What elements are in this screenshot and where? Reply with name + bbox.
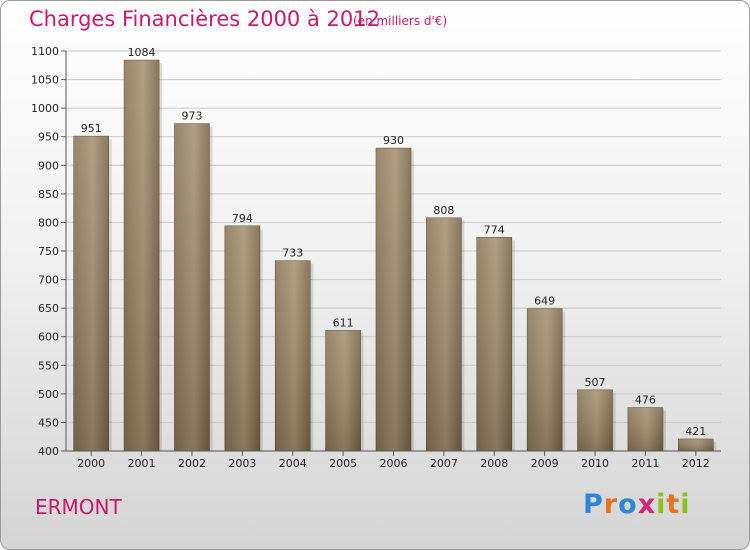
x-tick-label: 2008 — [480, 457, 508, 470]
brand-letter: t — [666, 489, 681, 520]
bar-value-label: 794 — [232, 212, 253, 225]
brand-letter: o — [618, 489, 638, 520]
x-tick-label: 2004 — [279, 457, 307, 470]
bar-shade — [627, 407, 663, 451]
y-tick-label: 750 — [38, 245, 59, 258]
x-tick-label: 2011 — [631, 457, 659, 470]
x-tick-label: 2012 — [682, 457, 710, 470]
y-tick-label: 450 — [38, 416, 59, 429]
y-tick-label: 400 — [38, 445, 59, 458]
bar-shade — [73, 136, 109, 451]
brand-letter: x — [637, 489, 657, 520]
x-tick-label: 2001 — [128, 457, 156, 470]
y-tick-label: 700 — [38, 274, 59, 287]
bar-shade — [476, 237, 512, 451]
y-axis: 400 450 500 550 600 650 700 750 800 850 900 950 1000… — [31, 45, 67, 458]
bar-shade — [527, 308, 563, 451]
chart-title: Charges Financières 2000 à 2012 — [29, 7, 380, 31]
x-tick-label: 2002 — [178, 457, 206, 470]
bar-value-label: 973 — [181, 110, 202, 123]
brand-letter: i — [680, 489, 691, 520]
x-tick-label: 2010 — [581, 457, 609, 470]
x-tick-label: 2000 — [77, 457, 105, 470]
bar-value-label: 808 — [433, 204, 454, 217]
bar-value-label: 951 — [81, 122, 102, 135]
bar-value-label: 476 — [635, 394, 656, 407]
y-tick-label: 1100 — [31, 45, 59, 58]
brand-letter: i — [656, 489, 667, 520]
bars: 951 1084 973 794 733 611 930 808 774 649 507 476 421 — [73, 46, 717, 452]
y-tick-label: 1000 — [31, 102, 59, 115]
bar-shade — [678, 439, 714, 451]
bar-shade — [275, 260, 311, 451]
brand-logo: Proxiti — [583, 489, 691, 520]
y-tick-label: 950 — [38, 131, 59, 144]
bar-shade — [376, 148, 411, 451]
y-tick-label: 800 — [38, 216, 59, 229]
chart-subtitle: (en milliers d'€) — [353, 14, 448, 28]
bar-shade — [577, 389, 613, 451]
bar-shade — [124, 60, 160, 452]
bar-shade — [174, 123, 210, 452]
y-tick-label: 850 — [38, 188, 59, 201]
y-tick-label: 550 — [38, 359, 59, 372]
brand-letter: P — [583, 489, 604, 520]
y-tick-label: 900 — [38, 159, 59, 172]
x-tick-label: 2009 — [531, 457, 559, 470]
x-tick-label: 2003 — [228, 457, 256, 470]
y-tick-label: 500 — [38, 388, 59, 401]
x-tick-label: 2005 — [329, 457, 357, 470]
bar-value-label: 733 — [282, 247, 303, 260]
bar-shade — [325, 330, 361, 451]
bar-value-label: 774 — [484, 223, 505, 236]
bar-value-label: 649 — [534, 295, 555, 308]
location-label: ERMONT — [35, 495, 122, 519]
brand-letter: r — [603, 489, 619, 520]
y-tick-label: 1050 — [31, 74, 59, 87]
bar-value-label: 421 — [685, 425, 706, 438]
bar-value-label: 930 — [383, 134, 404, 147]
y-tick-label: 650 — [38, 302, 59, 315]
x-tick-label: 2007 — [430, 457, 458, 470]
bar-shade — [224, 225, 260, 451]
bar-value-label: 507 — [585, 376, 606, 389]
y-tick-label: 600 — [38, 331, 59, 344]
x-axis: 2000 2001 2002 2003 2004 2005 2006 2007 2008 2009… — [66, 450, 721, 470]
bar-value-label: 1084 — [128, 46, 156, 59]
bar-shade — [426, 217, 462, 451]
bar-value-label: 611 — [333, 316, 354, 329]
x-tick-label: 2006 — [380, 457, 408, 470]
